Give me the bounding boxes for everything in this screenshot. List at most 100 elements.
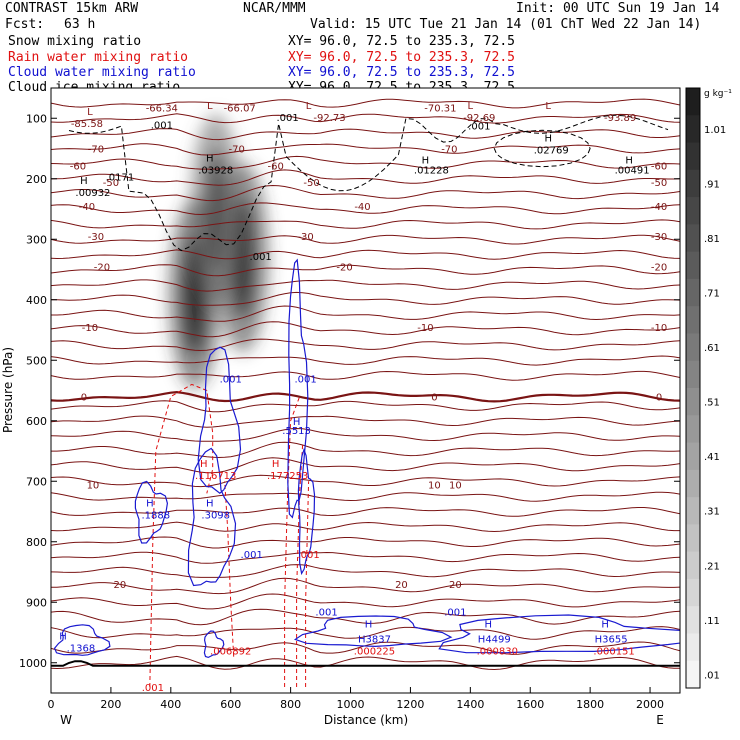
extremum-label-46: .1368 [67,644,96,655]
x-tick-label-3: 600 [220,698,241,711]
extremum-label-40: H4499 [478,635,511,646]
extremum-label-10: H [422,155,430,166]
x-tick-label-4: 800 [280,698,301,711]
x-tick-label-0: 0 [48,698,55,711]
x-tick-label-5: 1000 [337,698,365,711]
cloud-water-contour-7 [293,615,453,648]
temperature-contour-10 [51,249,680,260]
temperature-contour-9 [51,234,680,245]
colorbar-cell-16 [686,524,700,553]
extremum-label-14: H [625,155,633,166]
temperature-label-19: -30 [88,232,104,243]
colorbar-cell-8 [686,306,700,334]
extremum-label-32: .177253 [267,471,308,482]
rain-water-contour-4 [305,481,310,687]
field-name-snow: Snow mixing ratio [8,34,142,49]
temperature-label-0: -66.34 [146,103,178,114]
colorbar-label-9: .11 [704,616,720,627]
temperature-label-26: -10 [417,323,433,334]
temperature-label-6: -93.89 [604,113,636,124]
temperature-label-24: -20 [651,262,667,273]
cloud-water-contour-4 [297,447,316,576]
colorbar-cell-0 [686,88,700,116]
colorbar-label-6: .41 [704,452,720,463]
temperature-contour-30 [51,551,680,564]
temperature-label-28: 0 [81,393,87,404]
colorbar-cell-3 [686,169,700,198]
extremum-label-34: .001 [315,607,337,618]
extremum-label-33: .001 [297,550,319,561]
extremum-label-38: .001 [444,607,466,618]
colorbar-label-2: .81 [704,234,720,245]
extremum-label-21: .001 [294,374,316,385]
extremum-label-15: .00491 [615,166,650,177]
colorbar-label-0: 1.01 [704,125,726,136]
colorbar-cell-2 [686,142,700,171]
temperature-label-5: -92.69 [463,113,495,124]
temperature-contour-35 [51,626,680,640]
extremum-label-2: L [306,101,312,112]
colorbar-cell-10 [686,360,700,389]
extremum-label-44: .000151 [593,647,634,658]
temperature-label-23: -20 [336,262,352,273]
temperature-contour-21 [51,415,680,428]
extremum-label-36: H3837 [358,635,391,646]
extremum-label-19: .001 [250,252,272,263]
cloud-water-contour-0 [197,346,242,494]
colorbar-cell-11 [686,388,700,416]
extremum-label-29: H [200,459,208,470]
temperature-contour-37 [51,655,680,671]
field-name-cloud-water: Cloud water mixing ratio [8,65,196,80]
extremum-label-37: .000225 [354,647,395,658]
y-axis-title: Pressure (hPa) [1,347,15,433]
colorbar-cell-19 [686,606,700,634]
extremum-label-13: .02769 [534,146,569,157]
x-tick-label-1: 200 [100,698,121,711]
temperature-label-31: 10 [87,480,100,491]
x-tick-label-2: 400 [160,698,181,711]
y-tick-label-9: 1000 [19,657,47,670]
valid-time: Valid: 15 UTC Tue 21 Jan 14 (01 ChT Wed … [310,17,702,32]
extremum-label-47: .006892 [210,647,251,658]
extremum-label-18: .001 [468,122,490,133]
y-tick-label-6: 700 [26,475,47,488]
extremum-label-3: L [468,101,474,112]
temperature-label-3: -85.58 [71,119,103,130]
rain-water-contour-0 [149,383,214,688]
x-tick-label-7: 1400 [456,698,484,711]
temperature-label-33: 10 [449,480,462,491]
extremum-label-30: .116713 [195,471,236,482]
colorbar-frame [685,87,701,689]
field-xy-rain: XY= 96.0, 72.5 to 235.3, 72.5 [288,50,515,65]
center-label: NCAR/MMM [243,1,306,16]
temperature-label-10: -60 [70,161,86,172]
temperature-contour-6 [51,184,680,202]
temperature-contour-1 [51,113,680,124]
temperature-label-27: -10 [651,323,667,334]
cloud-water-contour-8 [438,614,680,654]
temperature-label-34: 20 [114,580,127,591]
temperature-contour-28 [51,521,680,533]
cloud-ice-contour-east [493,129,591,168]
temperature-label-20: -30 [297,232,313,243]
temperature-contour-32 [51,577,680,595]
temperature-label-7: -70 [88,145,104,156]
temperature-contour-5 [51,169,680,186]
extremum-label-7: .0171 [106,172,135,183]
temperature-contour-29 [51,536,680,549]
colorbar-cell-4 [686,197,700,225]
temperature-label-14: -50 [303,178,319,189]
extremum-label-9: .03928 [198,166,233,177]
temperature-label-1: -66.07 [224,103,256,114]
colorbar-label-5: .51 [704,398,720,409]
extremum-label-24: H [146,498,154,509]
y-tick-label-4: 500 [26,354,47,367]
plot-frame [50,87,681,694]
temperature-label-2: -70.31 [424,103,456,114]
temperature-label-29: 0 [431,393,437,404]
x-tick-label-10: 2000 [636,698,664,711]
temperature-label-21: -30 [651,232,667,243]
ground-surface-line [51,660,680,667]
temperature-label-11: -60 [267,161,283,172]
y-tick-label-8: 900 [26,596,47,609]
